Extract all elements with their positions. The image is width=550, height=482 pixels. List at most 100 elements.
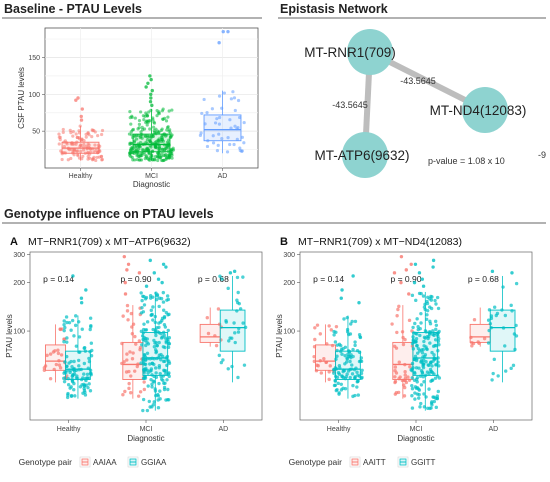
genotype-point — [419, 291, 423, 296]
genotype-point — [433, 343, 437, 348]
genotype-point — [130, 332, 135, 336]
genotype-outlier — [148, 258, 152, 263]
baseline-point — [157, 144, 162, 148]
genotype-point — [433, 338, 438, 342]
baseline-box — [203, 114, 242, 142]
genotype-outlier — [412, 280, 417, 285]
baseline-point — [156, 155, 160, 159]
baseline-point — [220, 137, 224, 141]
genotype-point — [415, 317, 419, 321]
genotype-point — [349, 322, 353, 326]
baseline-xtick-label: AD — [218, 173, 228, 180]
genotype-point — [346, 369, 351, 373]
genotype-point — [414, 386, 419, 391]
genotype-point — [403, 337, 407, 342]
genotype-point — [503, 344, 507, 348]
genotype-outlier — [399, 280, 403, 285]
baseline-point — [61, 127, 65, 132]
genotype-point — [242, 363, 247, 367]
genotype-point — [356, 379, 360, 383]
baseline-point — [152, 125, 156, 129]
genotype-point — [85, 372, 90, 377]
genotype-point — [236, 290, 240, 295]
genotype-point — [218, 274, 222, 278]
genotype-point — [315, 323, 320, 327]
genotype-ytick-label: 200 — [13, 280, 25, 287]
baseline-point — [61, 130, 65, 134]
genotype-point — [142, 387, 147, 392]
genotype-point — [435, 396, 439, 401]
genotype-point — [161, 359, 166, 364]
genotype-point — [418, 327, 422, 331]
baseline-box — [132, 133, 171, 153]
genotype-yaxis-title: PTAU levels — [275, 314, 284, 357]
genotype-point — [429, 369, 433, 374]
genotype-point — [327, 324, 331, 328]
genotype-outlier — [510, 271, 514, 275]
genotype-point — [514, 334, 519, 338]
genotype-outlier — [123, 292, 128, 296]
baseline-outlier — [150, 103, 154, 108]
baseline-point — [170, 156, 174, 160]
genotype-point — [356, 393, 361, 397]
genotype-point — [313, 326, 317, 330]
genotype-point — [163, 381, 167, 385]
baseline-point — [62, 144, 66, 149]
genotype-outlier — [399, 254, 404, 259]
genotype-point — [412, 370, 417, 375]
genotype-point — [411, 325, 415, 330]
genotype-point — [88, 327, 92, 332]
genotype-outlier — [413, 262, 418, 266]
genotype-point — [433, 376, 438, 380]
genotype-xtick-label: AD — [488, 426, 498, 433]
genotype-point — [141, 408, 145, 413]
baseline-point — [167, 109, 171, 113]
genotype-pvalue: p = 0.68 — [468, 274, 499, 284]
baseline-point — [129, 148, 133, 153]
genotype-point — [436, 306, 441, 311]
genotype-point — [145, 320, 150, 324]
genotype-point — [329, 328, 333, 332]
baseline-point — [81, 154, 85, 158]
genotype-point — [62, 319, 66, 323]
baseline-point — [147, 119, 151, 123]
genotype-point — [136, 394, 141, 398]
genotype-point — [332, 329, 336, 334]
baseline-chart: 50 100 150 Healthy MCI AD Diagnostic CSF PTAU l… — [17, 27, 259, 189]
genotype-point — [59, 353, 64, 357]
genotype-point — [228, 336, 232, 340]
genotype-point — [426, 295, 430, 299]
genotype-point — [84, 383, 88, 387]
genotype-point — [155, 344, 159, 348]
genotype-point — [54, 362, 59, 367]
genotype-point — [88, 316, 93, 320]
genotype-point — [134, 342, 138, 346]
network-edge-label: -43.5645 — [400, 76, 436, 86]
genotype-point — [69, 328, 73, 332]
network-edge-label: -43.5645 — [332, 100, 368, 110]
genotype-point — [345, 315, 349, 320]
baseline-point — [58, 138, 62, 142]
baseline-point — [96, 134, 100, 138]
baseline-point — [157, 111, 161, 116]
baseline-point — [143, 153, 147, 157]
genotype-point — [511, 363, 516, 368]
baseline-point — [129, 130, 133, 134]
panel-title: MT−RNR1(709) x MT−ATP6(9632) — [28, 236, 191, 248]
genotype-point — [422, 339, 426, 344]
baseline-point — [167, 129, 171, 133]
genotype-point — [141, 310, 146, 314]
baseline-point — [162, 158, 166, 162]
genotype-point — [434, 323, 439, 327]
genotype-point — [430, 378, 435, 382]
genotype-point — [152, 338, 156, 343]
genotype-xtick-label: Healthy — [327, 426, 351, 433]
genotype-point — [419, 321, 423, 325]
epistasis-network: -43.5645 -43.5645 MT-RNR1(709) MT-ND4(12083… — [304, 29, 546, 178]
baseline-point — [138, 145, 142, 149]
genotype-point — [67, 320, 72, 325]
genotype-point — [157, 364, 162, 368]
genotype-point — [142, 303, 147, 307]
genotype-point — [322, 357, 326, 361]
